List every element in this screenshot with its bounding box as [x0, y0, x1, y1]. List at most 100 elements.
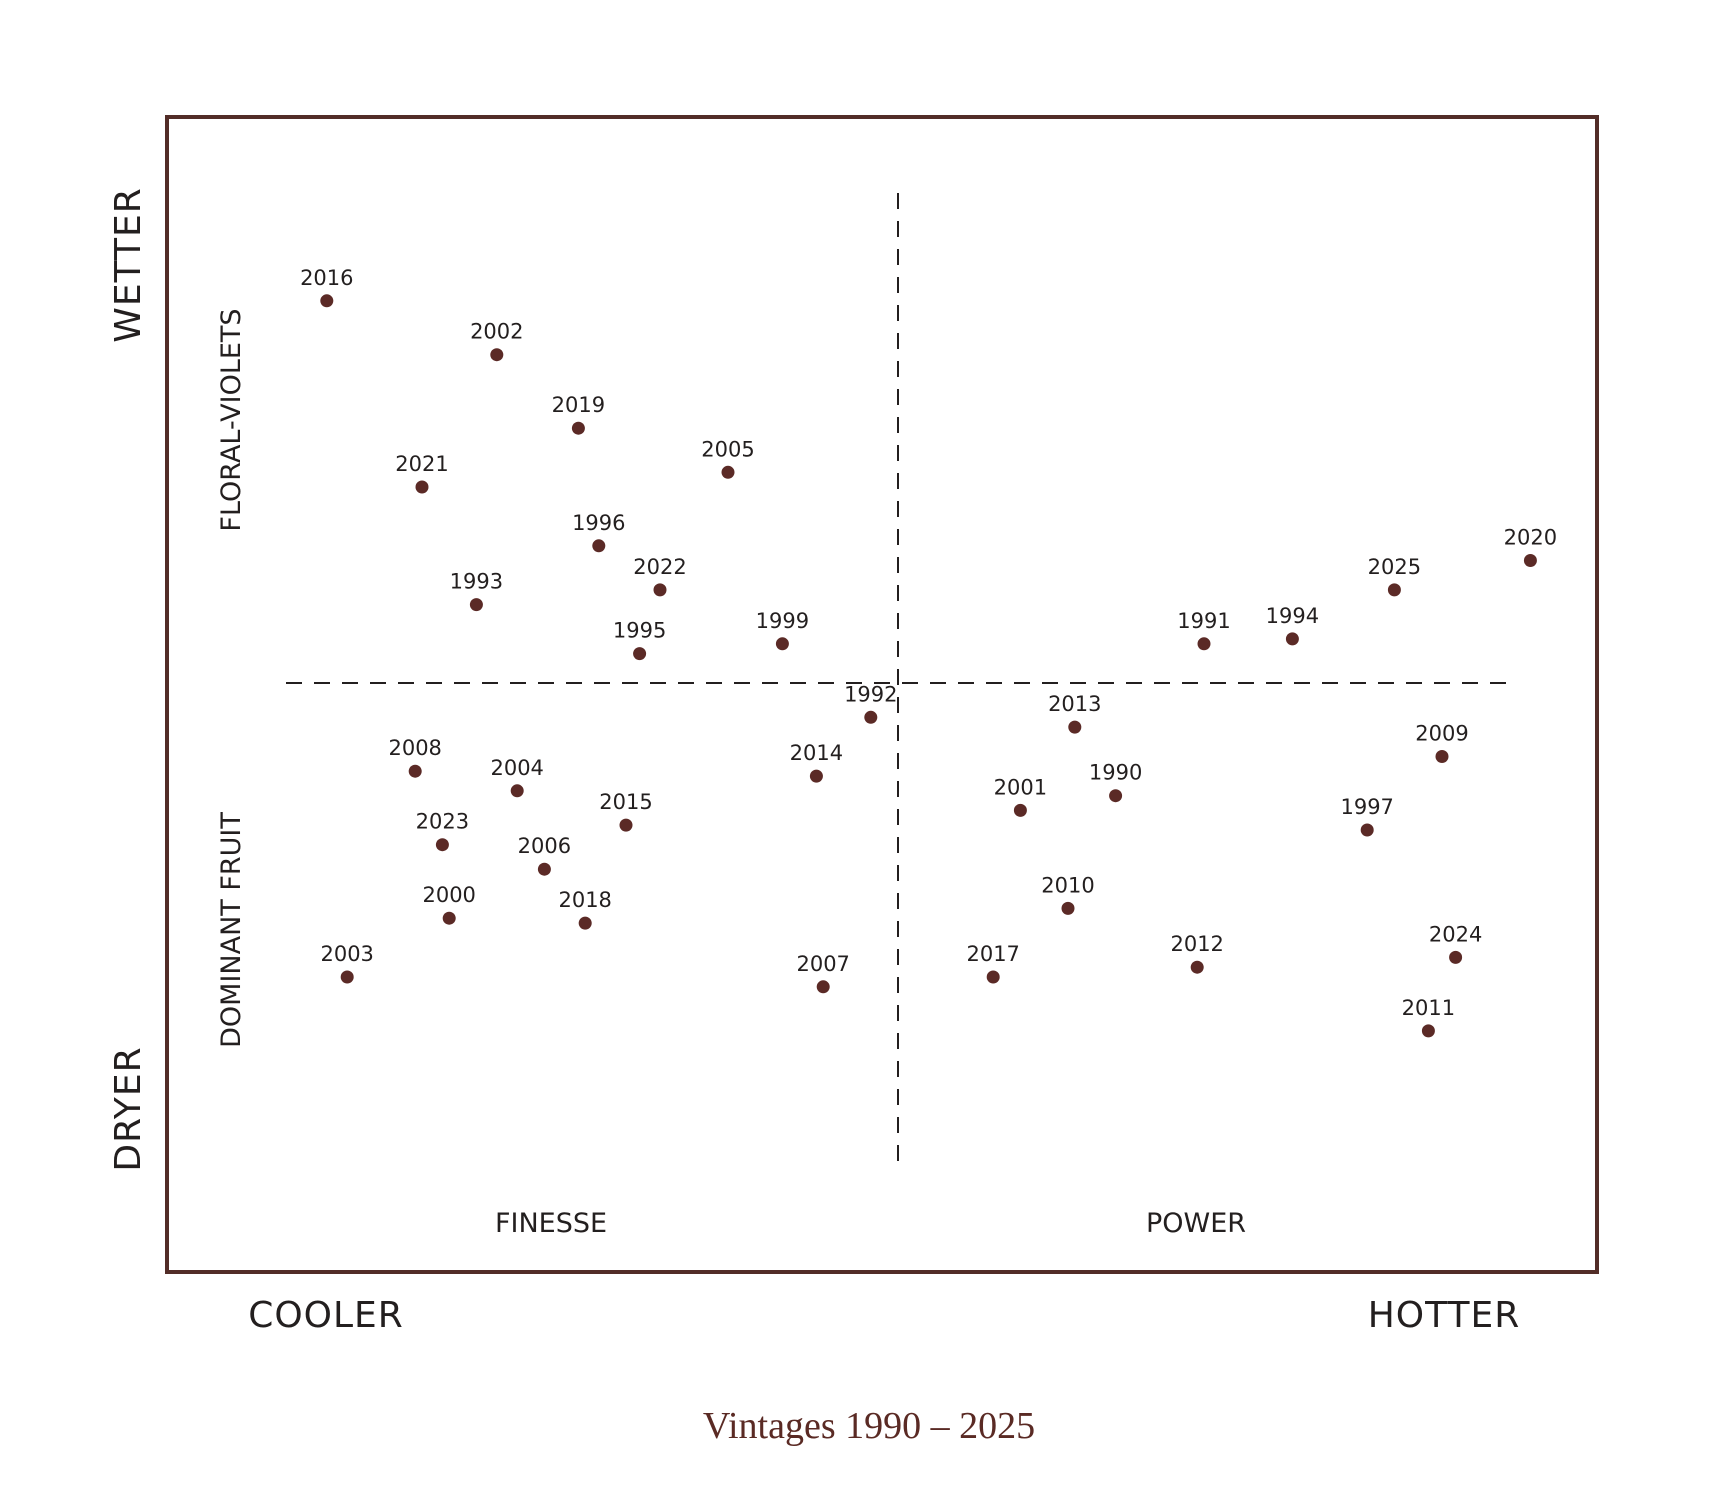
point-marker — [721, 465, 735, 479]
point-marker — [1061, 901, 1075, 915]
point-2001: 2001 — [994, 775, 1047, 817]
point-2013: 2013 — [1048, 692, 1102, 734]
point-marker — [1523, 554, 1537, 567]
point-marker — [415, 480, 429, 494]
point-label: 1993 — [450, 570, 503, 594]
point-2024: 2024 — [1429, 922, 1482, 964]
axis-label-hotter: HOTTER — [1368, 1295, 1521, 1336]
point-1994: 1994 — [1266, 604, 1319, 646]
point-label: 2017 — [966, 942, 1019, 966]
quadrant-label-power: POWER — [1146, 1208, 1246, 1239]
point-marker — [619, 818, 633, 832]
point-marker — [571, 421, 585, 435]
point-marker — [340, 970, 354, 984]
point-label: 2004 — [490, 756, 543, 780]
point-label: 2018 — [558, 888, 611, 912]
point-label: 2001 — [994, 775, 1047, 799]
point-1995: 1995 — [613, 619, 666, 661]
point-2000: 2000 — [422, 883, 476, 925]
point-2019: 2019 — [552, 393, 605, 435]
point-label: 2010 — [1041, 873, 1094, 897]
point-label: 2002 — [470, 320, 523, 344]
point-2021: 2021 — [395, 452, 449, 494]
point-label: 1992 — [844, 682, 897, 706]
point-1990: 1990 — [1089, 761, 1142, 803]
point-marker — [1285, 632, 1299, 646]
point-2018: 2018 — [558, 888, 612, 930]
point-label: 1995 — [613, 619, 666, 643]
point-2003: 2003 — [320, 942, 374, 984]
point-label: 2013 — [1048, 692, 1101, 716]
point-marker — [442, 911, 456, 925]
point-label: 1994 — [1266, 604, 1319, 628]
point-label: 2020 — [1504, 526, 1557, 550]
point-marker — [1360, 823, 1374, 837]
point-2009: 2009 — [1415, 722, 1469, 763]
point-label: 2000 — [422, 883, 475, 907]
point-marker — [490, 348, 504, 362]
point-marker — [1387, 583, 1401, 597]
point-marker — [510, 784, 524, 798]
point-label: 1990 — [1089, 761, 1142, 785]
point-marker — [1435, 750, 1449, 763]
point-2023: 2023 — [416, 810, 469, 852]
point-label: 2009 — [1415, 722, 1468, 746]
point-marker — [1449, 950, 1463, 964]
point-marker — [1197, 637, 1211, 651]
point-label: 2019 — [552, 393, 605, 417]
point-marker — [1068, 720, 1082, 734]
point-1993: 1993 — [450, 570, 503, 612]
chart-frame — [165, 115, 1599, 1274]
point-marker — [537, 862, 551, 876]
point-1996: 1996 — [572, 511, 626, 553]
point-label: 1996 — [572, 511, 625, 535]
point-marker — [1190, 960, 1204, 974]
point-1992: 1992 — [844, 682, 898, 724]
point-2008: 2008 — [388, 736, 442, 778]
axis-label-dryer: DRYER — [108, 1046, 149, 1171]
point-label: 2022 — [633, 555, 686, 579]
chart-caption: Vintages 1990 – 2025 — [703, 1405, 1035, 1447]
point-label: 2003 — [320, 942, 373, 966]
point-marker — [578, 916, 592, 930]
point-1991: 1991 — [1177, 609, 1231, 651]
point-label: 2007 — [796, 952, 849, 976]
point-label: 1991 — [1177, 609, 1230, 633]
point-label: 2023 — [416, 810, 469, 834]
point-2017: 2017 — [966, 942, 1020, 984]
point-2006: 2006 — [518, 834, 571, 876]
point-label: 2011 — [1402, 996, 1455, 1020]
point-2011: 2011 — [1402, 996, 1455, 1038]
point-2022: 2022 — [633, 555, 687, 597]
point-2010: 2010 — [1041, 873, 1095, 915]
point-marker — [320, 294, 334, 308]
point-label: 2021 — [395, 452, 448, 476]
point-2007: 2007 — [796, 952, 850, 994]
quadrant-label-dominant-fruit: DOMINANT FRUIT — [216, 812, 247, 1048]
data-points: 2016 2002 2019 2005 2021 1996 2022 1993 1995 1999… — [300, 266, 1557, 1038]
point-label: 2024 — [1429, 922, 1482, 946]
point-label: 1999 — [756, 609, 809, 633]
point-marker — [408, 764, 422, 778]
point-label: 2015 — [599, 790, 652, 814]
quadrant-label-finesse: FINESSE — [495, 1208, 607, 1239]
point-2020: 2020 — [1504, 526, 1557, 567]
point-label: 2014 — [790, 741, 843, 765]
point-marker — [469, 598, 483, 612]
axis-label-wetter: WETTER — [108, 187, 149, 342]
point-2014: 2014 — [790, 741, 843, 783]
quadrant-label-floral-violets: FLORAL-VIOLETS — [216, 308, 247, 531]
point-2005: 2005 — [701, 437, 755, 479]
point-2002: 2002 — [470, 320, 524, 362]
point-2025: 2025 — [1368, 555, 1421, 597]
point-2004: 2004 — [490, 756, 544, 798]
point-label: 2025 — [1368, 555, 1421, 579]
point-2016: 2016 — [300, 266, 354, 308]
point-1997: 1997 — [1340, 795, 1394, 837]
point-2015: 2015 — [599, 790, 653, 832]
point-label: 1997 — [1340, 795, 1393, 819]
point-marker — [592, 539, 606, 553]
point-marker — [816, 980, 830, 994]
point-label: 2005 — [701, 437, 754, 461]
